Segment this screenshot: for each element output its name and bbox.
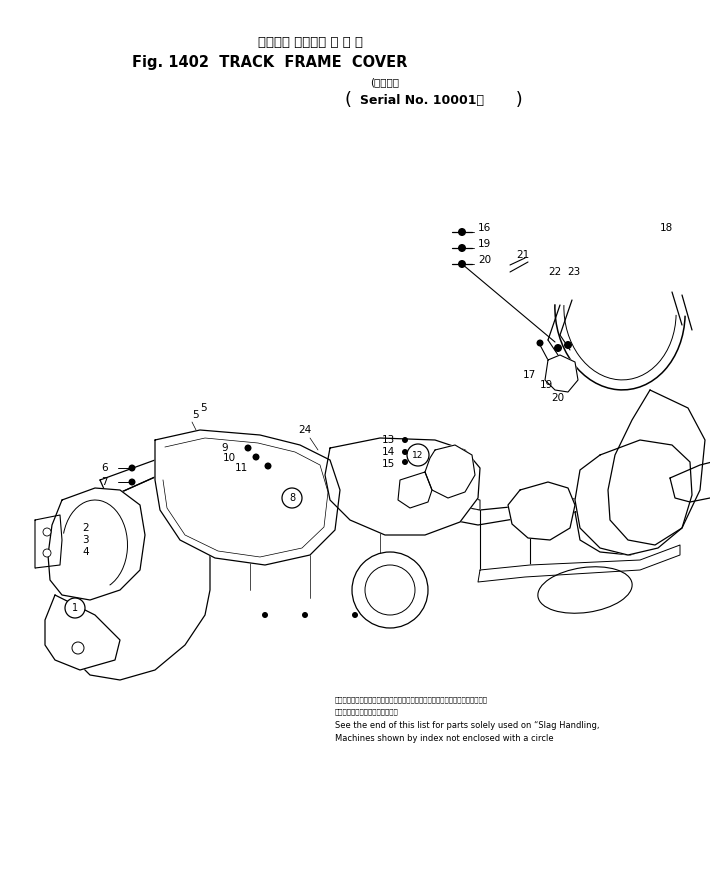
Text: Serial No. 10001～: Serial No. 10001～ <box>360 93 484 106</box>
Circle shape <box>458 244 466 252</box>
Text: 12: 12 <box>413 450 424 460</box>
Circle shape <box>65 598 85 618</box>
Text: ): ) <box>510 91 523 109</box>
Polygon shape <box>575 475 685 555</box>
Text: 6: 6 <box>102 463 108 473</box>
Text: Machines shown by index not enclosed with a circle: Machines shown by index not enclosed wit… <box>335 733 554 742</box>
Text: 23: 23 <box>567 267 580 277</box>
Circle shape <box>554 344 562 352</box>
Circle shape <box>72 642 84 654</box>
Text: このリストに記載された部品の列表には、機械に使用される部品として、その他: このリストに記載された部品の列表には、機械に使用される部品として、その他 <box>335 697 488 703</box>
Text: 5: 5 <box>200 403 207 413</box>
Text: 19: 19 <box>540 380 553 390</box>
Text: 24: 24 <box>298 425 311 435</box>
Text: 8: 8 <box>289 493 295 503</box>
Polygon shape <box>508 482 575 540</box>
Circle shape <box>244 444 251 451</box>
Circle shape <box>458 228 466 236</box>
Ellipse shape <box>538 567 632 613</box>
Circle shape <box>458 260 466 268</box>
Polygon shape <box>425 445 475 498</box>
Text: 1: 1 <box>72 603 78 613</box>
Polygon shape <box>35 515 62 568</box>
Circle shape <box>402 459 408 465</box>
Polygon shape <box>72 472 210 680</box>
Circle shape <box>402 449 408 455</box>
Circle shape <box>253 454 259 461</box>
Text: 9: 9 <box>222 443 228 453</box>
Text: 4: 4 <box>82 547 89 557</box>
Circle shape <box>43 549 51 557</box>
Circle shape <box>129 464 136 471</box>
Text: 17: 17 <box>523 370 536 380</box>
Circle shape <box>564 341 572 349</box>
Polygon shape <box>478 545 680 582</box>
Text: 13: 13 <box>382 435 395 445</box>
Circle shape <box>537 340 543 347</box>
Text: 15: 15 <box>382 459 395 469</box>
Circle shape <box>262 612 268 618</box>
Circle shape <box>365 565 415 615</box>
Text: 16: 16 <box>478 223 491 233</box>
Circle shape <box>402 437 408 443</box>
Circle shape <box>352 552 428 628</box>
Text: 20: 20 <box>551 393 564 403</box>
Text: (: ( <box>345 91 358 109</box>
Text: 5: 5 <box>192 410 199 420</box>
Circle shape <box>407 444 429 466</box>
Text: See the end of this list for parts solely used on “Slag Handling,: See the end of this list for parts solel… <box>335 720 599 730</box>
Circle shape <box>43 528 51 536</box>
Circle shape <box>265 463 271 469</box>
Text: 19: 19 <box>478 239 491 249</box>
Polygon shape <box>545 355 578 392</box>
Text: 20: 20 <box>478 255 491 265</box>
Text: 18: 18 <box>660 223 673 233</box>
Polygon shape <box>398 472 432 508</box>
Text: Fig. 1402  TRACK  FRAME  COVER: Fig. 1402 TRACK FRAME COVER <box>132 55 408 70</box>
Circle shape <box>129 478 136 485</box>
Circle shape <box>282 488 302 508</box>
Text: 2: 2 <box>82 523 89 533</box>
Polygon shape <box>200 445 480 510</box>
Polygon shape <box>48 488 145 600</box>
Text: 14: 14 <box>382 447 395 457</box>
Polygon shape <box>155 430 340 565</box>
Text: 10: 10 <box>223 453 236 463</box>
Polygon shape <box>670 460 710 502</box>
Text: 21: 21 <box>516 250 529 260</box>
Polygon shape <box>608 390 705 545</box>
Text: 11: 11 <box>235 463 248 473</box>
Polygon shape <box>45 595 120 670</box>
Text: 7: 7 <box>102 477 108 487</box>
Text: トラック フレーム カ バ ー: トラック フレーム カ バ ー <box>258 36 363 49</box>
Text: 3: 3 <box>82 535 89 545</box>
Text: に使用するものも含んでいます。: に使用するものも含んでいます。 <box>335 709 399 715</box>
Circle shape <box>302 612 308 618</box>
Polygon shape <box>575 440 692 555</box>
Circle shape <box>352 612 358 618</box>
Text: (適用号機: (適用号機 <box>370 77 399 87</box>
Text: 22: 22 <box>548 267 561 277</box>
Polygon shape <box>325 438 480 535</box>
Polygon shape <box>100 455 685 525</box>
